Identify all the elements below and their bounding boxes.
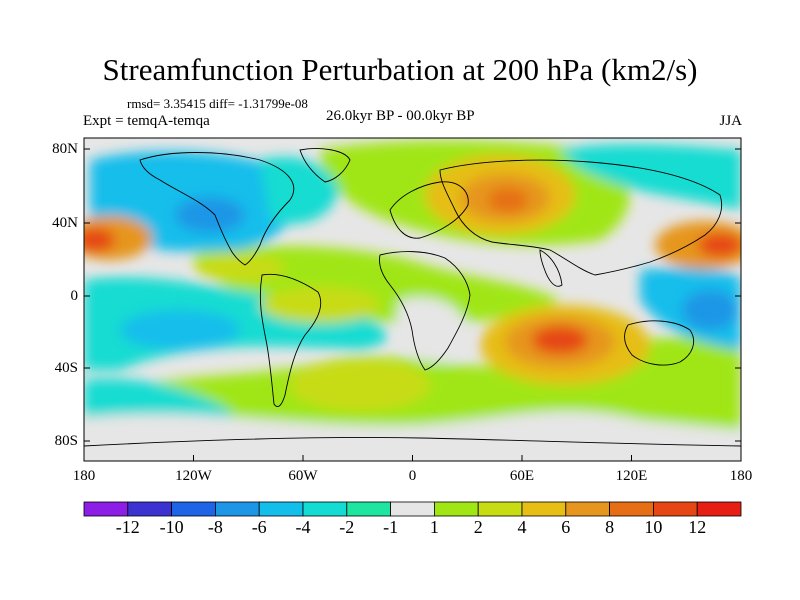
- africa-outline: [379, 251, 471, 371]
- colorbar-swatch: [433, 501, 479, 517]
- lat-label-40s: 40S: [54, 360, 78, 376]
- colorbar-label: 12: [688, 517, 707, 537]
- white-gap-south: [84, 411, 741, 461]
- colorbar-swatch: [83, 501, 129, 517]
- tropical-blue-core: [120, 310, 240, 350]
- colorbar-label: -6: [251, 517, 267, 537]
- lon-label-0: 0: [408, 468, 417, 484]
- colorbar-swatch: [346, 501, 391, 517]
- colorbar-label: 8: [605, 517, 615, 537]
- colorbar-swatch: [477, 501, 523, 517]
- lat-label-80s: 80S: [54, 433, 78, 449]
- tropical-yellow: [260, 287, 380, 323]
- eurasia-high-core: [488, 188, 528, 212]
- indian-ocean-core: [532, 326, 588, 354]
- lat-label-0: 0: [70, 288, 79, 304]
- colorbar-label: -4: [295, 517, 311, 537]
- north-america-outline: [139, 152, 295, 266]
- subtropical-yellow: [195, 254, 285, 282]
- west-pacific-core: [698, 233, 741, 257]
- colorbar-swatch: [171, 501, 216, 517]
- colorbar-swatch: [390, 501, 435, 517]
- season-label: JJA: [719, 113, 742, 129]
- colorbar-swatch: [258, 501, 304, 517]
- lon-label-120w: 120W: [175, 468, 212, 484]
- colorbar-swatch: [521, 501, 567, 517]
- lon-label-120e: 120E: [615, 468, 648, 484]
- colorbar-label: 4: [517, 517, 527, 537]
- arctic-blue: [560, 144, 741, 210]
- south-atlantic-high: [290, 359, 430, 411]
- colorbar-label: 2: [473, 517, 483, 537]
- colorbar-label: -1: [383, 517, 399, 537]
- south-america-outline: [259, 273, 322, 407]
- colorbar-label: 6: [561, 517, 571, 537]
- greenland-outline: [299, 148, 351, 183]
- colorbar-label: -2: [339, 517, 355, 537]
- asia-outline: [439, 159, 723, 276]
- australia-core: [682, 290, 738, 330]
- lon-label-60e: 60E: [509, 468, 535, 484]
- india-outline: [539, 249, 563, 287]
- period-label: 26.0kyr BP - 00.0kyr BP: [326, 108, 475, 124]
- experiment-label: Expt = temqA-temqa: [83, 113, 210, 129]
- lat-label-80n: 80N: [52, 141, 78, 157]
- field-layer: [84, 138, 741, 461]
- lon-label-180e: 180: [729, 468, 753, 484]
- colorbar-label: -8: [207, 517, 223, 537]
- coastlines: [84, 148, 741, 447]
- colorbar-swatch: [609, 501, 654, 517]
- stats-text: rmsd= 3.35415 diff= -1.31799e-08: [127, 96, 308, 111]
- lon-label-180w: 180: [72, 468, 96, 484]
- lat-ticks: [84, 148, 741, 442]
- colorbar-label: 10: [644, 517, 663, 537]
- colorbar-swatch: [302, 501, 348, 517]
- europe-outline: [389, 181, 469, 239]
- colorbar-label: -10: [159, 517, 184, 537]
- colorbar-swatch: [214, 501, 260, 517]
- lon-ticks: [83, 455, 742, 461]
- antarctica-outline: [84, 437, 741, 447]
- map-title: Streamfunction Perturbation at 200 hPa (…: [102, 52, 698, 87]
- east-pacific-core: [84, 228, 115, 252]
- colorbar: [83, 501, 742, 517]
- colorbar-swatch: [565, 501, 610, 517]
- north-pacific-core: [175, 197, 245, 233]
- colorbar-swatch: [696, 501, 742, 517]
- colorbar-swatch: [127, 501, 173, 517]
- lat-label-40n: 40N: [52, 215, 78, 231]
- north-atlantic-low: [260, 156, 340, 224]
- australia-outline: [624, 320, 694, 366]
- colorbar-swatch: [653, 501, 698, 517]
- colorbar-label: -12: [115, 517, 140, 537]
- lon-label-60w: 60W: [288, 468, 318, 484]
- colorbar-label: 1: [429, 517, 439, 537]
